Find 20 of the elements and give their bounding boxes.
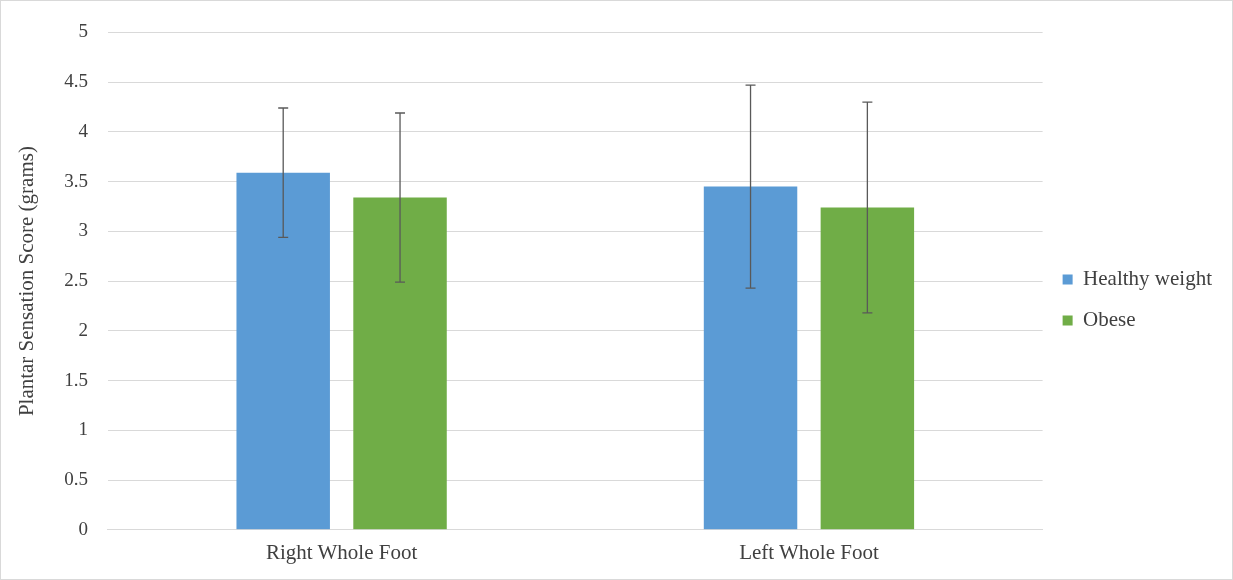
y-axis-title: Plantar Sensation Score (grams) [14, 146, 39, 417]
bar [236, 172, 330, 530]
y-tick-label: 2 [78, 318, 88, 340]
x-tick-label: Right Whole Foot [265, 539, 418, 564]
y-tick-label: 3 [78, 219, 88, 241]
legend-label: Healthy weight [1083, 266, 1213, 291]
legend-label: Obese [1083, 307, 1136, 332]
y-tick-label: 5 [78, 20, 88, 42]
bar [703, 186, 798, 530]
bar [820, 207, 915, 530]
y-tick-label: 0.5 [64, 468, 88, 490]
y-tick-label: 4 [78, 119, 89, 141]
y-tick-label: 2.5 [64, 269, 88, 291]
y-tick-label: 1 [78, 418, 88, 440]
bar [353, 197, 447, 530]
y-tick-label: 1.5 [64, 368, 88, 390]
x-tick-label: Left Whole Foot [739, 539, 879, 564]
y-tick-label: 4.5 [64, 70, 88, 92]
y-tick-label: 0 [78, 517, 88, 539]
y-tick-label: 3.5 [64, 169, 88, 191]
